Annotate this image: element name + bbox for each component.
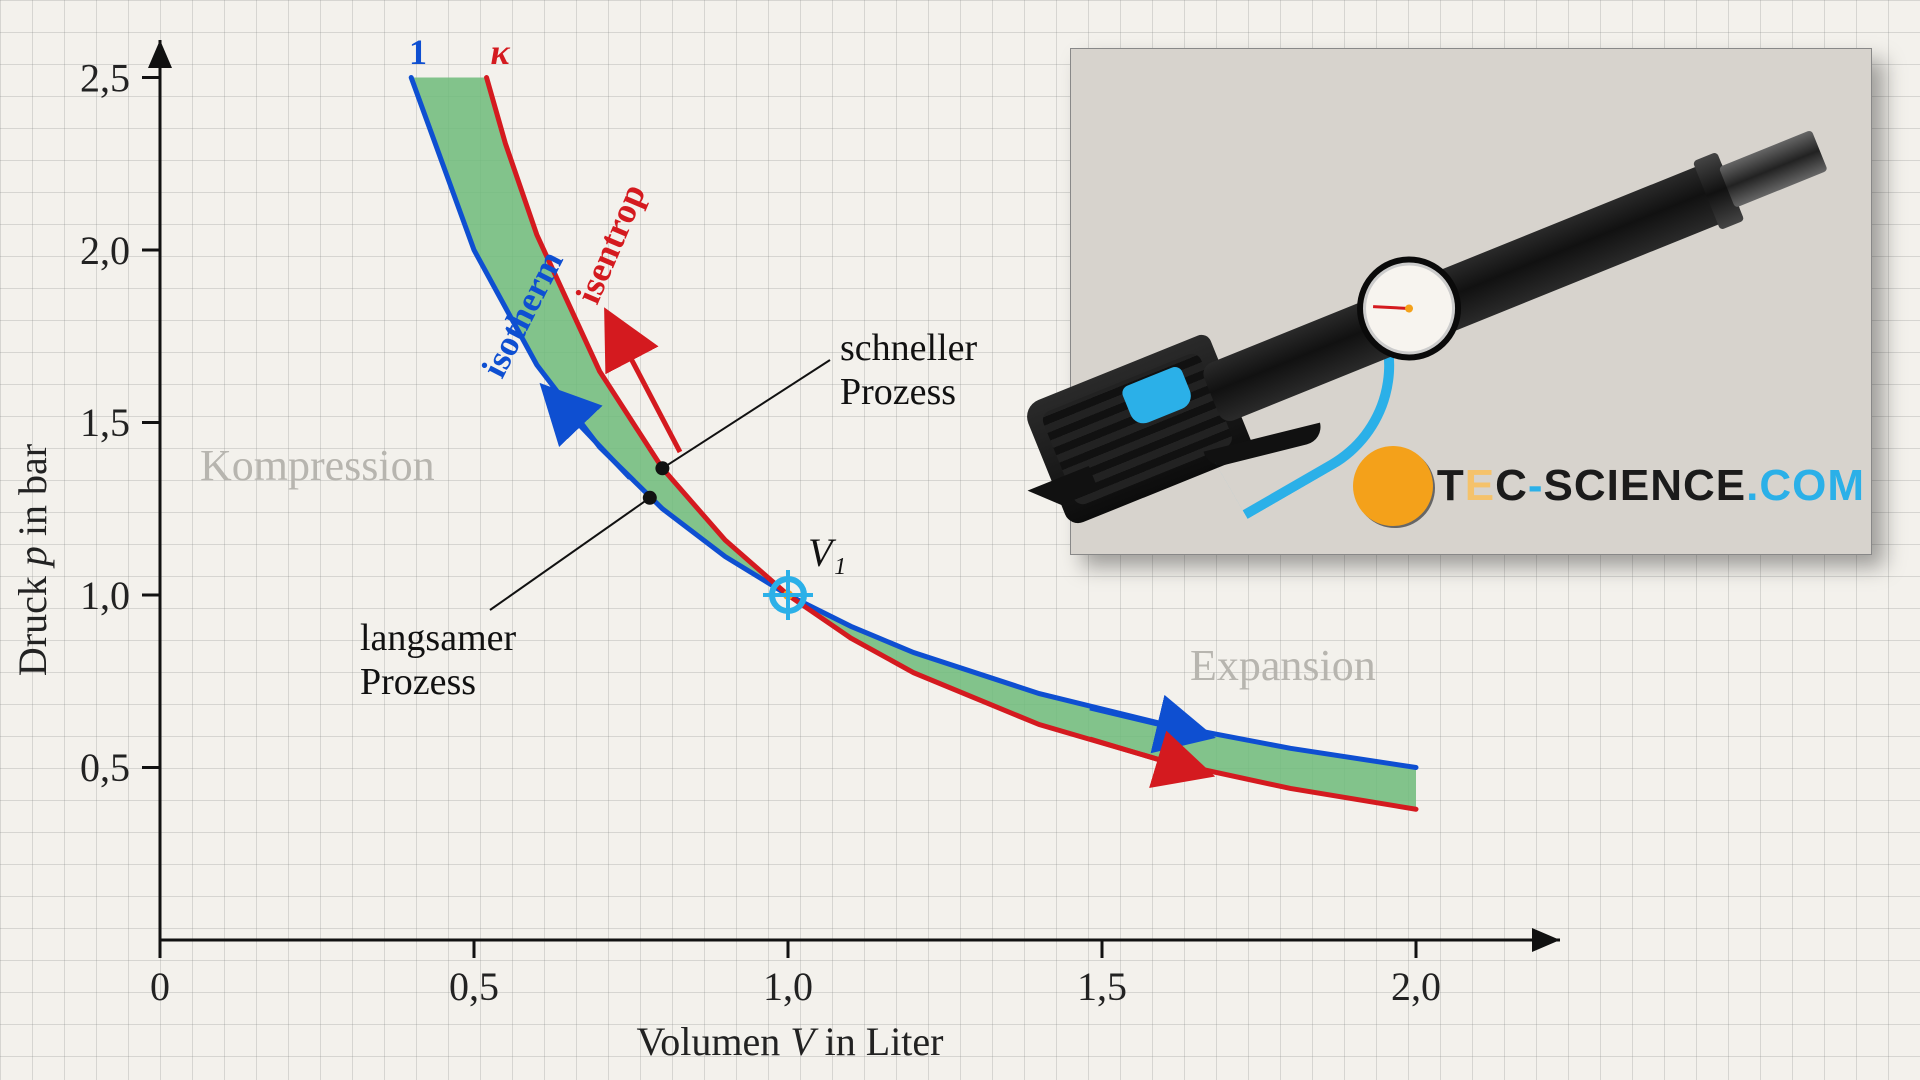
isotherm-exponent: 1: [409, 32, 427, 72]
xtick-4: 2,0: [1391, 964, 1441, 1009]
xtick-0: 0: [150, 964, 170, 1009]
chart-page: 0 0,5 1,0 1,5 2,0 0,5 1,0 1,5 2,0 2,5 is…: [0, 0, 1920, 1080]
svg-text:Prozess: Prozess: [840, 371, 956, 413]
brand-text-com: .COM: [1746, 461, 1865, 510]
v1-label: V₁: [808, 530, 846, 575]
xtick-2: 1,0: [763, 964, 813, 1009]
y-ticks: 0,5 1,0 1,5 2,0 2,5: [80, 56, 160, 791]
x-ticks: 0 0,5 1,0 1,5 2,0: [150, 940, 1441, 1009]
pump-photo-inset: TEC-SCIENCE.COM: [1070, 48, 1872, 555]
anno-langsamer: langsamer Prozess: [360, 491, 657, 703]
ytick-1: 1,0: [80, 573, 130, 618]
ytick-0: 0,5: [80, 745, 130, 790]
brand-circle-icon: [1353, 446, 1433, 526]
expansion-label: Expansion: [1190, 641, 1376, 690]
ytick-4: 2,5: [80, 56, 130, 101]
isentrop-exponent: κ: [490, 32, 510, 72]
x-axis-label: Volumen V in Liter: [636, 1019, 943, 1064]
ytick-3: 2,0: [80, 228, 130, 273]
y-axis-label: Druck p in bar: [10, 444, 55, 676]
xtick-1: 0,5: [449, 964, 499, 1009]
brand-text-main: TEC-SCIENCE: [1437, 461, 1746, 510]
svg-text:Prozess: Prozess: [360, 661, 476, 703]
svg-text:schneller: schneller: [840, 327, 978, 369]
anno-schneller: schneller Prozess: [655, 327, 977, 475]
brand-logo: TEC-SCIENCE.COM: [1353, 446, 1865, 526]
svg-text:langsamer: langsamer: [360, 617, 517, 659]
xtick-3: 1,5: [1077, 964, 1127, 1009]
ytick-2: 1,5: [80, 400, 130, 445]
pump-illustration: [1200, 158, 1742, 425]
compression-label: Kompression: [200, 441, 435, 490]
isentrop-label: isentrop: [568, 178, 654, 309]
